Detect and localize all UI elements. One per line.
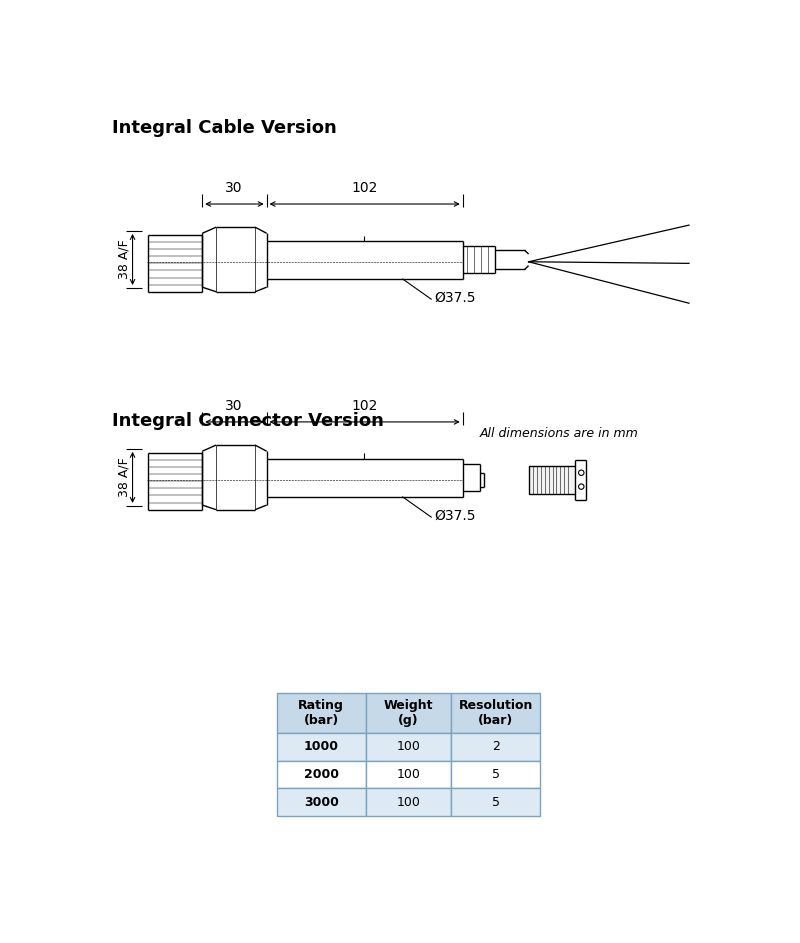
Bar	[277, 761, 366, 788]
Text: 102: 102	[351, 181, 378, 195]
Bar	[366, 693, 451, 733]
Text: 2000: 2000	[304, 769, 338, 781]
Text: Ø37.5: Ø37.5	[435, 291, 476, 305]
Text: Ø37.5: Ø37.5	[435, 509, 476, 522]
Text: 100: 100	[397, 796, 420, 809]
Text: 30: 30	[226, 399, 243, 413]
Bar	[529, 466, 575, 493]
Bar	[451, 733, 540, 761]
Bar	[451, 693, 540, 733]
Text: Integral Connector Version: Integral Connector Version	[112, 412, 383, 430]
Text: 3000: 3000	[304, 796, 338, 809]
Text: Weight
(g): Weight (g)	[384, 699, 434, 727]
Bar	[451, 761, 540, 788]
Text: 38 A/F: 38 A/F	[118, 240, 130, 279]
Text: Integral Cable Version: Integral Cable Version	[112, 120, 336, 138]
Text: 2: 2	[492, 740, 499, 753]
Bar	[277, 693, 366, 733]
Text: 5: 5	[492, 769, 500, 781]
Text: All dimensions are in mm: All dimensions are in mm	[480, 427, 638, 440]
Bar	[451, 788, 540, 817]
Text: 30: 30	[226, 181, 243, 195]
Text: 100: 100	[397, 740, 420, 753]
Text: 1000: 1000	[304, 740, 338, 753]
Bar	[366, 761, 451, 788]
Text: Resolution
(bar): Resolution (bar)	[458, 699, 533, 727]
Text: 5: 5	[492, 796, 500, 809]
Text: 38 A/F: 38 A/F	[118, 457, 130, 497]
Text: 100: 100	[397, 769, 420, 781]
Bar	[366, 733, 451, 761]
Text: Rating
(bar): Rating (bar)	[298, 699, 344, 727]
Bar	[366, 788, 451, 817]
Bar	[277, 788, 366, 817]
Text: 102: 102	[351, 399, 378, 413]
Bar	[277, 733, 366, 761]
